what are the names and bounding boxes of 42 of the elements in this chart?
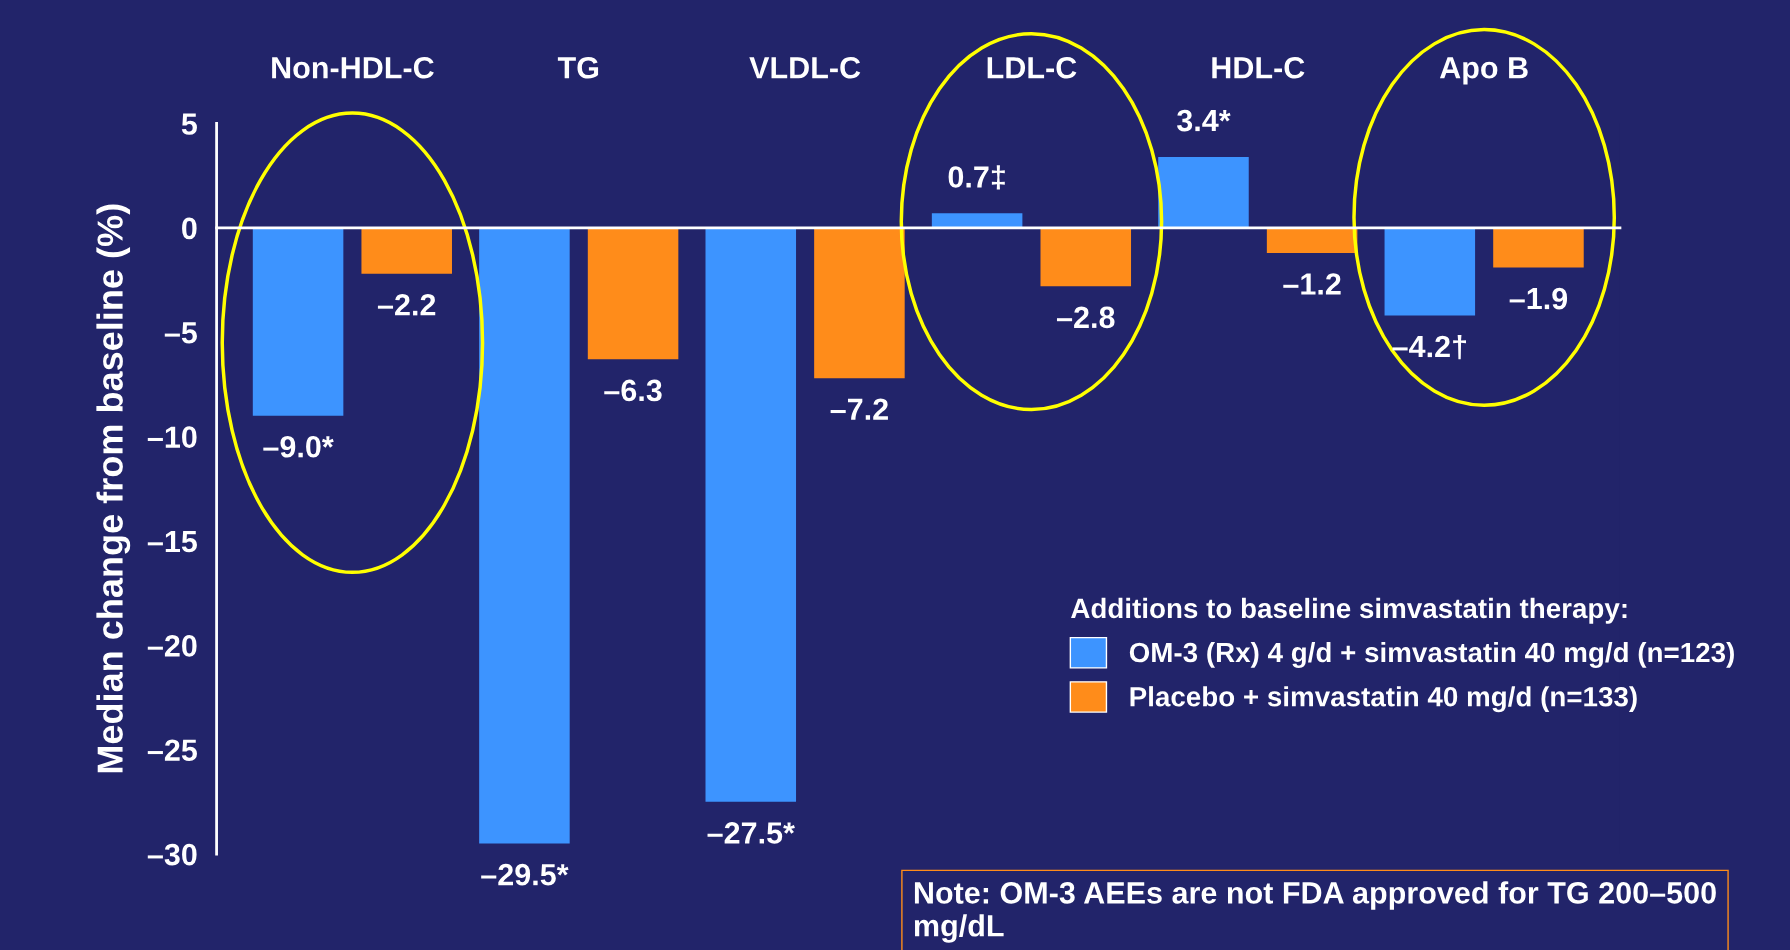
y-tick-label: –5	[164, 322, 197, 344]
y-axis-title: Median change from baseline (%)	[96, 204, 131, 773]
data-label: –2.8	[1056, 306, 1115, 329]
bar	[814, 227, 905, 379]
x-tick-label: HDL-C	[1212, 56, 1305, 79]
data-label: –1.9	[1509, 287, 1568, 310]
data-label: –7.2	[830, 398, 888, 420]
x-tick-label: Non-HDL-C	[272, 56, 434, 79]
bar	[1040, 227, 1132, 287]
data-label: –2.2	[377, 294, 436, 316]
data-label: –4.2†	[1392, 334, 1467, 360]
x-tick-label: Apo B	[1439, 57, 1528, 85]
y-tick-label: 5	[181, 113, 197, 135]
bar	[361, 227, 452, 274]
bar	[252, 227, 344, 416]
bar	[1158, 156, 1249, 228]
data-label: 0.7‡	[948, 165, 1005, 190]
data-label: –6.3	[604, 379, 662, 402]
legend-label: OM-3 (Rx) 4 g/d + simvastatin 40 mg/d (n=123)	[1129, 641, 1734, 668]
bar	[587, 227, 679, 360]
y-tick-label: 0	[182, 217, 197, 240]
data-label: –9.0*	[263, 435, 334, 458]
x-tick-label: LDL-C	[987, 56, 1077, 79]
x-tick-label: TG	[557, 56, 599, 79]
y-tick-label: –10	[147, 426, 197, 448]
y-tick-label: –30	[147, 843, 197, 866]
bar	[1384, 227, 1476, 316]
x-tick-label: VLDL-C	[749, 56, 861, 79]
y-tick-label: –20	[147, 635, 197, 657]
data-label: –27.5*	[707, 822, 795, 844]
y-tick-label: –25	[147, 739, 197, 762]
text: Note: OM-3 AEEs are not FDA approved for TG 200–500 mg/dL	[914, 881, 1716, 943]
bar	[1266, 227, 1358, 253]
legend-label: Placebo + simvastatin 40 mg/d (n=133)	[1130, 686, 1637, 713]
y-tick-label: –15	[147, 531, 197, 553]
data-label: –1.2	[1283, 273, 1341, 295]
bar	[705, 227, 797, 802]
bar	[1493, 227, 1584, 268]
legend-title: Additions to baseline simvastatin therapy:	[1071, 597, 1627, 624]
data-label: 3.4*	[1176, 109, 1231, 132]
data-label: –29.5*	[481, 863, 569, 886]
bar	[479, 227, 570, 844]
